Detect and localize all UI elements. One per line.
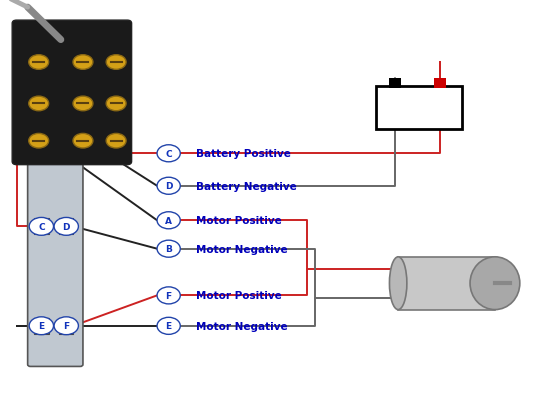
Text: C: C <box>38 222 45 231</box>
Bar <box>59 219 74 235</box>
Bar <box>59 125 74 141</box>
Bar <box>34 219 49 235</box>
Ellipse shape <box>389 257 407 310</box>
Circle shape <box>106 134 126 149</box>
Circle shape <box>106 55 126 70</box>
Text: Motor Positive: Motor Positive <box>196 291 282 301</box>
Circle shape <box>54 218 79 236</box>
Circle shape <box>29 317 54 335</box>
Circle shape <box>157 178 180 195</box>
Text: D: D <box>62 222 70 231</box>
Text: F: F <box>165 291 172 300</box>
Bar <box>434 79 446 89</box>
Circle shape <box>29 218 54 236</box>
Circle shape <box>157 241 180 258</box>
Text: Motor Negative: Motor Negative <box>196 244 288 254</box>
Bar <box>34 318 49 334</box>
Text: F: F <box>63 322 69 330</box>
Circle shape <box>73 134 93 149</box>
Bar <box>389 79 401 89</box>
Circle shape <box>157 287 180 304</box>
Text: E: E <box>38 322 44 330</box>
Text: Motor Positive: Motor Positive <box>196 216 282 226</box>
Circle shape <box>157 145 180 162</box>
Text: B: B <box>165 245 172 254</box>
Text: Motor Negative: Motor Negative <box>196 321 288 331</box>
Circle shape <box>157 318 180 335</box>
Circle shape <box>54 317 79 335</box>
Text: D: D <box>165 182 173 191</box>
Circle shape <box>54 124 79 142</box>
Text: E: E <box>165 322 172 330</box>
Bar <box>34 125 49 141</box>
Circle shape <box>29 134 49 149</box>
Circle shape <box>29 124 54 142</box>
Text: C: C <box>165 149 172 158</box>
Circle shape <box>29 55 49 70</box>
Text: A: A <box>165 216 172 225</box>
Text: Battery Negative: Battery Negative <box>196 181 297 191</box>
Bar <box>376 87 462 130</box>
Circle shape <box>73 55 93 70</box>
Circle shape <box>157 212 180 229</box>
Circle shape <box>73 97 93 111</box>
Ellipse shape <box>470 257 520 310</box>
Text: Battery Positive: Battery Positive <box>196 149 291 159</box>
Bar <box>398 257 495 310</box>
Text: B: B <box>63 129 70 138</box>
Bar <box>59 318 74 334</box>
Circle shape <box>106 97 126 111</box>
FancyBboxPatch shape <box>12 21 132 165</box>
Text: A: A <box>38 129 45 138</box>
FancyBboxPatch shape <box>28 87 83 367</box>
Circle shape <box>29 97 49 111</box>
